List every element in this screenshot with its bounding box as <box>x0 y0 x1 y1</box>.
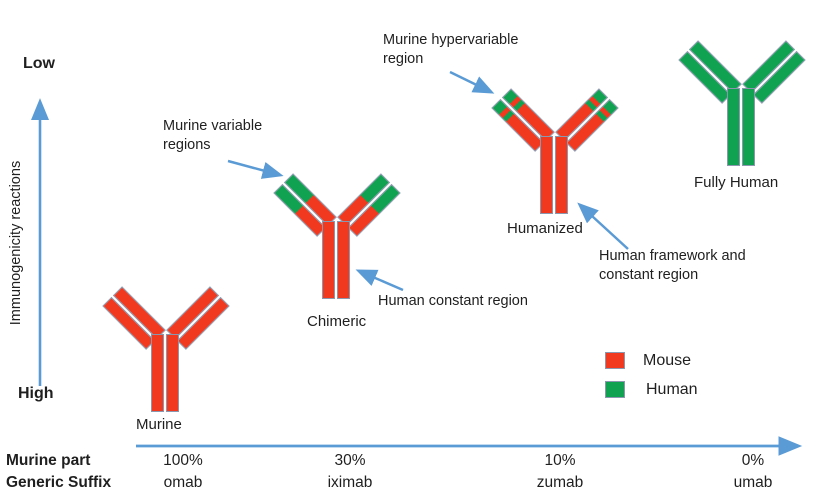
legend-human-label: Human <box>646 381 698 398</box>
annotation-human-framework-line2: constant region <box>599 267 699 283</box>
legend-mouse-swatch <box>605 352 625 369</box>
annotation-murine-variable-line1: Murine variable <box>163 118 263 134</box>
antibody-murine-stem-bar-1 <box>151 334 164 412</box>
antibody-humanized-stem-bar-1 <box>540 136 553 214</box>
y-axis-title: Immunogenicity reactions <box>8 160 24 326</box>
annotation-murine-hypervariable-line2: region <box>383 51 424 67</box>
annotation-murine-hypervariable-line1: Murine hypervariable <box>383 32 519 48</box>
antibody-humanized <box>480 60 630 220</box>
annotation-human-constant-line1: Human constant region <box>378 293 528 309</box>
antibody-humanized-label: Humanized <box>507 220 583 237</box>
annotation-murine-variable: Murine variable regions <box>163 117 262 155</box>
legend-mouse-label: Mouse <box>643 352 692 369</box>
annotation-murine-variable-line2: regions <box>163 137 211 153</box>
column-murine-suffix: omab <box>163 474 203 491</box>
antibody-chimeric-label: Chimeric <box>307 313 367 330</box>
antibody-chimeric <box>262 145 412 305</box>
column-chimeric-percent: 30% <box>334 452 366 469</box>
column-fully-human-suffix: umab <box>733 474 773 491</box>
antibody-fully-human <box>667 12 817 172</box>
generic-suffix-row-header: Generic Suffix <box>6 474 112 491</box>
column-fully-human-percent: 0% <box>741 452 765 469</box>
annotation-human-framework: Human framework and constant region <box>599 247 746 285</box>
y-axis-high-label: High <box>18 385 54 402</box>
murine-part-row-header: Murine part <box>6 452 91 469</box>
annotation-human-framework-line1: Human framework and <box>599 248 746 264</box>
antibody-chimeric-stem-bar-1 <box>322 221 335 299</box>
annotation-murine-hypervariable: Murine hypervariable region <box>383 31 518 69</box>
column-humanized-percent: 10% <box>544 452 576 469</box>
antibody-fully_human-stem-bar-2 <box>742 88 755 166</box>
y-axis-low-label: Low <box>23 55 55 72</box>
antibody-murine <box>91 258 241 418</box>
column-humanized-suffix: zumab <box>536 474 584 491</box>
legend-human-swatch <box>605 381 625 398</box>
antibody-humanized-stem-bar-2 <box>555 136 568 214</box>
antibody-murine-stem-bar-2 <box>166 334 179 412</box>
antibody-fully_human-stem-bar-1 <box>727 88 740 166</box>
column-murine-percent: 100% <box>163 452 203 469</box>
annotation-human-constant: Human constant region <box>378 292 528 311</box>
antibody-murine-label: Murine <box>136 416 182 433</box>
column-chimeric-suffix: iximab <box>327 474 373 491</box>
antibody-fully-human-label: Fully Human <box>694 174 779 191</box>
antibody-chimeric-stem-bar-2 <box>337 221 350 299</box>
